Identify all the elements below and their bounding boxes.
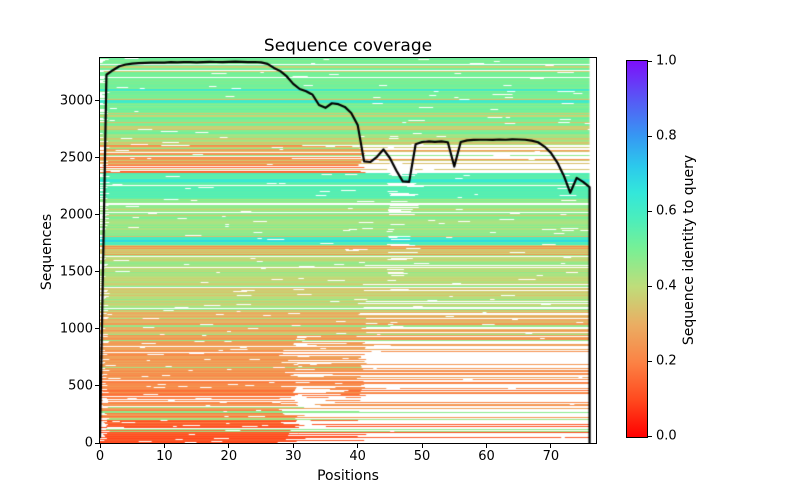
colorbar [626,60,648,438]
y-tick-mark [95,271,99,273]
x-tick-mark [421,444,423,448]
y-tick-label: 1500 [59,264,93,280]
colorbar-tick-mark [648,210,652,212]
plot-area [99,57,597,444]
x-tick-mark [292,444,294,448]
y-tick-label: 0 [84,435,93,451]
colorbar-tick-label: 0.4 [656,278,677,294]
colorbar-tick-label: 0.2 [656,353,677,369]
x-tick-mark [99,444,101,448]
chart-title: Sequence coverage [263,36,433,56]
x-tick-label: 70 [542,449,560,464]
colorbar-tick-mark [648,435,652,437]
colorbar-tick-label: 0.6 [656,203,677,219]
x-tick-mark [357,444,359,448]
y-tick-label: 2500 [59,150,93,166]
y-tick-mark [95,442,99,444]
x-tick-mark [550,444,552,448]
x-tick-label: 30 [284,449,302,464]
x-tick-mark [163,444,165,448]
x-axis-label: Positions [317,468,379,484]
colorbar-tick-label: 1.0 [656,53,677,69]
y-tick-label: 3000 [59,93,93,109]
x-tick-label: 0 [95,449,105,464]
x-tick-label: 60 [478,449,495,464]
y-tick-mark [95,328,99,330]
y-tick-label: 2000 [59,207,93,223]
colorbar-tick-mark [648,135,652,137]
x-tick-label: 40 [349,449,366,464]
msa-heatmap-canvas [100,58,596,443]
x-tick-label: 20 [220,449,238,464]
colorbar-tick-mark [648,60,652,62]
colorbar-tick-label: 0.0 [656,428,677,444]
x-tick-label: 10 [156,449,173,464]
y-tick-mark [95,385,99,387]
colorbar-gradient [627,61,647,437]
colorbar-tick-label: 0.8 [656,128,677,144]
colorbar-tick-mark [648,285,652,287]
y-tick-label: 1000 [59,321,93,337]
y-tick-mark [95,100,99,102]
y-tick-mark [95,214,99,216]
y-tick-mark [95,157,99,159]
x-tick-mark [228,444,230,448]
x-tick-mark [485,444,487,448]
colorbar-tick-mark [648,360,652,362]
colorbar-label: Sequence identity to query [681,154,697,346]
y-tick-label: 500 [68,378,93,394]
x-tick-label: 50 [413,449,431,464]
